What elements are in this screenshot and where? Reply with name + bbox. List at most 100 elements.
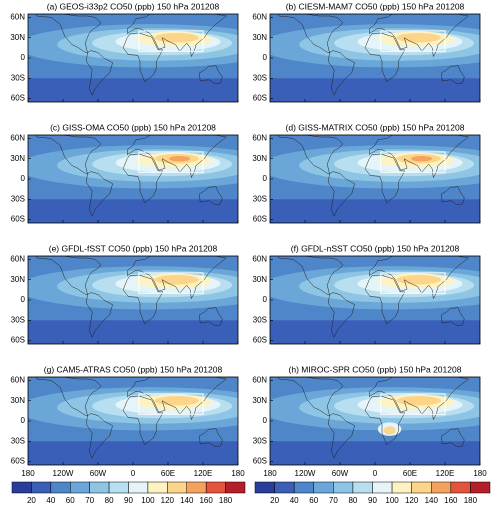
colorbar-box bbox=[391, 481, 412, 494]
lat-label: 30S bbox=[11, 73, 25, 82]
coastline bbox=[364, 153, 406, 204]
colorbar-label: 160 bbox=[444, 496, 458, 505]
map-panel: (c) GISS-OMA CO50 (ppb) 150 hPa 201208 60… bbox=[10, 122, 239, 224]
colorbar-label: 160 bbox=[199, 496, 213, 505]
lat-label: 30N bbox=[10, 275, 25, 284]
contour bbox=[154, 274, 199, 285]
lat-label: 30S bbox=[11, 436, 25, 445]
lat-label: 60S bbox=[11, 457, 25, 466]
coastline bbox=[364, 32, 406, 83]
lon-label: 0 bbox=[373, 469, 378, 478]
coastline bbox=[199, 65, 223, 84]
lat-label: 60N bbox=[10, 133, 25, 142]
colorbar-box bbox=[205, 481, 226, 494]
colorbar-box bbox=[11, 481, 32, 494]
lon-label: 180 bbox=[263, 469, 277, 478]
coastline bbox=[36, 256, 102, 295]
colorbar-label: 180 bbox=[464, 496, 478, 505]
lat-label: 30S bbox=[253, 315, 267, 324]
field-south bbox=[28, 441, 238, 465]
colorbar-label: 140 bbox=[180, 496, 194, 505]
lat-label: 0 bbox=[21, 174, 26, 183]
coastline bbox=[199, 307, 223, 326]
colorbar-box bbox=[450, 481, 471, 494]
coastline bbox=[126, 14, 227, 58]
colorbar-box bbox=[167, 481, 187, 494]
coastline bbox=[368, 14, 469, 58]
coastline bbox=[278, 14, 344, 53]
field bbox=[28, 377, 238, 465]
field-south bbox=[270, 441, 480, 465]
map-panel: (h) MIROC-SPR CO50 (ppb) 150 hPa 201208 6… bbox=[252, 364, 487, 478]
colorbar-box bbox=[108, 481, 129, 494]
coastline bbox=[278, 135, 344, 174]
lat-label: 0 bbox=[21, 416, 26, 425]
coastline bbox=[122, 153, 164, 204]
lon-label: 180 bbox=[21, 469, 35, 478]
lat-label: 60N bbox=[252, 375, 267, 384]
colorbar-box bbox=[293, 481, 314, 494]
lat-label: 30N bbox=[252, 275, 267, 284]
field bbox=[270, 135, 480, 223]
contour bbox=[154, 395, 199, 406]
panel-title: (e) GFDL-fSST CO50 (ppb) 150 hPa 201208 bbox=[49, 243, 218, 253]
region-box bbox=[138, 393, 204, 415]
coastline bbox=[122, 32, 164, 83]
coastline bbox=[328, 292, 355, 338]
coastline bbox=[441, 186, 465, 205]
colorbar-box bbox=[50, 481, 71, 494]
panel-title: (d) GISS-MATRIX CO50 (ppb) 150 hPa 20120… bbox=[286, 122, 465, 132]
coastline bbox=[122, 274, 164, 325]
coastline bbox=[199, 428, 223, 447]
coastline bbox=[36, 135, 102, 174]
region-box bbox=[138, 30, 204, 52]
lat-label: 0 bbox=[263, 416, 268, 425]
colorbar-label: 100 bbox=[141, 496, 155, 505]
lat-label: 30N bbox=[10, 154, 25, 163]
coastline bbox=[278, 256, 344, 295]
field-south bbox=[270, 199, 480, 223]
lon-label: 120W bbox=[295, 469, 316, 478]
lat-label: 30N bbox=[10, 33, 25, 42]
colorbar-label: 80 bbox=[348, 496, 357, 505]
lon-label: 120E bbox=[436, 469, 455, 478]
colorbar-label: 70 bbox=[329, 496, 338, 505]
colorbar-box bbox=[352, 481, 373, 494]
field-south bbox=[28, 199, 238, 223]
lat-label: 60S bbox=[253, 215, 267, 224]
panel-title: (b) CIESM-MAM7 CO50 (ppb) 150 hPa 201208 bbox=[286, 1, 465, 11]
field-south bbox=[270, 320, 480, 344]
colorbar-box bbox=[128, 481, 149, 494]
coastline bbox=[441, 428, 465, 447]
lon-label: 60E bbox=[161, 469, 175, 478]
coastline bbox=[86, 171, 113, 217]
lat-label: 60S bbox=[11, 336, 25, 345]
lon-label: 180 bbox=[231, 469, 245, 478]
coastline bbox=[368, 256, 469, 300]
lon-label: 180 bbox=[473, 469, 487, 478]
lat-label: 0 bbox=[21, 53, 26, 62]
colorbar-box bbox=[431, 481, 452, 494]
panel-title: (f) GFDL-nSST CO50 (ppb) 150 hPa 201208 bbox=[291, 243, 460, 253]
lat-label: 0 bbox=[21, 295, 26, 304]
contour bbox=[396, 32, 441, 43]
colorbar-box bbox=[372, 481, 393, 494]
field bbox=[270, 377, 480, 465]
lat-label: 30S bbox=[253, 194, 267, 203]
panel-title: (h) MIROC-SPR CO50 (ppb) 150 hPa 201208 bbox=[289, 364, 462, 374]
coastline bbox=[86, 292, 113, 338]
coastline bbox=[441, 65, 465, 84]
lat-label: 30N bbox=[252, 33, 267, 42]
map-panel: (d) GISS-MATRIX CO50 (ppb) 150 hPa 20120… bbox=[252, 122, 481, 224]
colorbar-box bbox=[147, 481, 168, 494]
colorbar-label: 40 bbox=[290, 496, 299, 505]
colorbar-label: 90 bbox=[368, 496, 377, 505]
coastline bbox=[86, 413, 113, 459]
lat-label: 60S bbox=[11, 94, 25, 103]
coastline bbox=[364, 274, 406, 325]
coastline bbox=[199, 186, 223, 205]
lat-label: 60S bbox=[11, 215, 25, 224]
region-box bbox=[380, 393, 446, 415]
field bbox=[270, 256, 480, 344]
